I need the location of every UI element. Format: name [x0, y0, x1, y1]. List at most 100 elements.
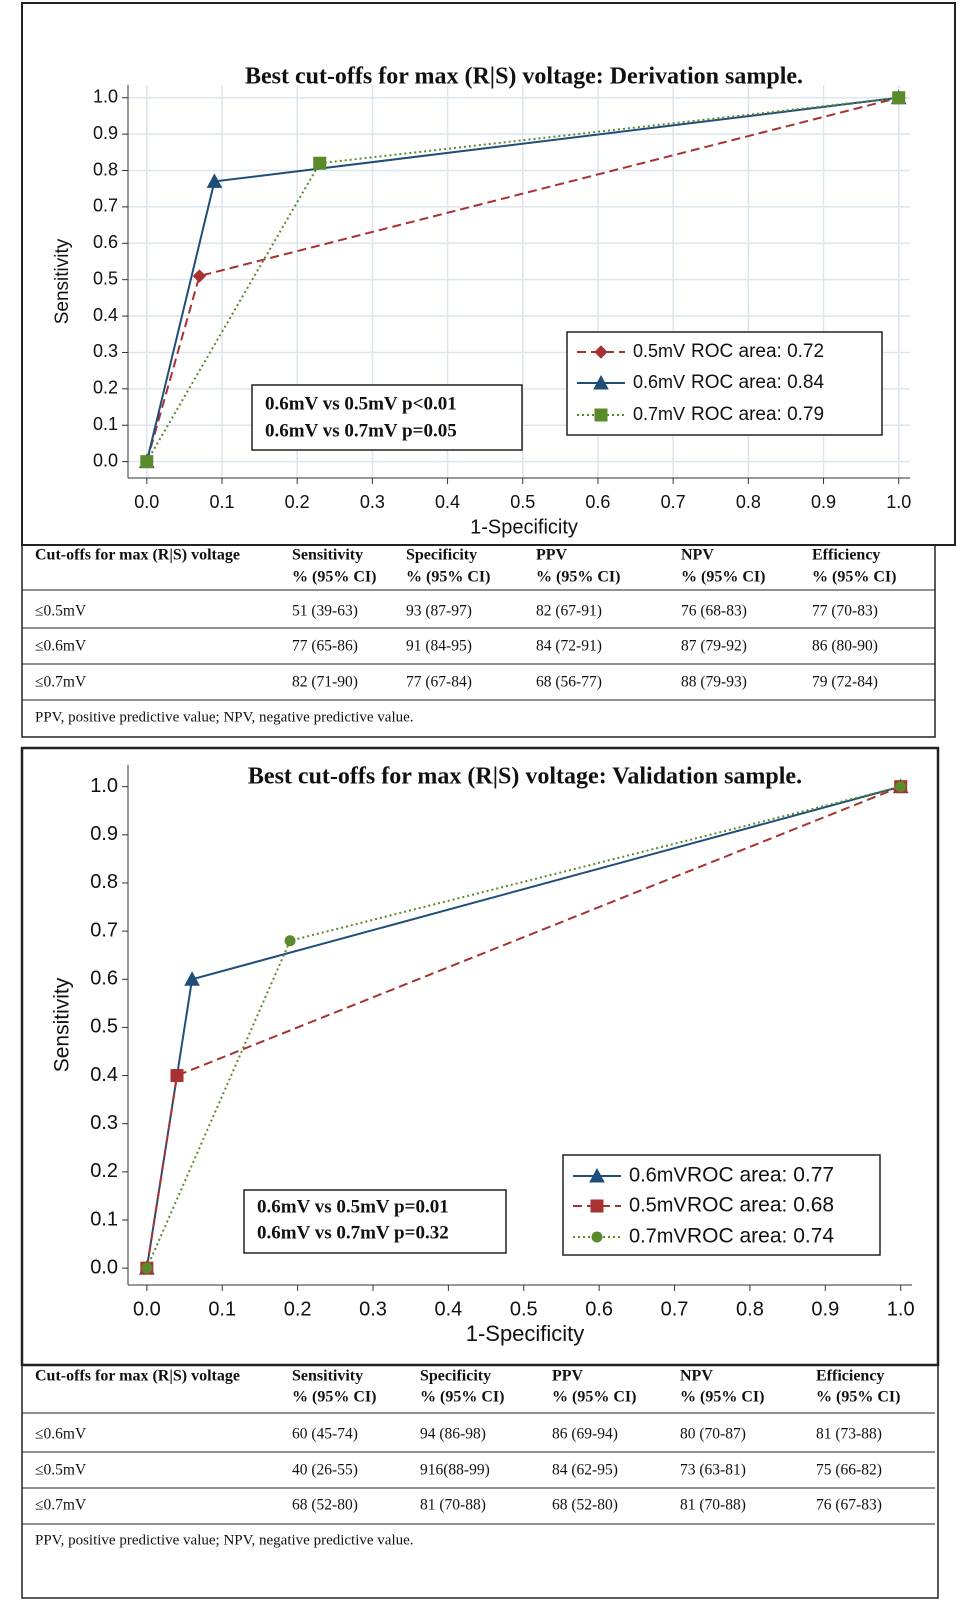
table-cell: 86 (80-90): [812, 638, 878, 655]
x-axis-label: 1-Specificity: [466, 1321, 585, 1346]
legend-name: 0.6mV: [633, 372, 685, 392]
y-tick-label: 0.6: [93, 232, 118, 252]
table-cell: 73 (63-81): [680, 1462, 746, 1479]
table-cell: ≤0.5mV: [35, 603, 87, 620]
x-tick-label: 0.0: [134, 492, 159, 512]
x-tick-label: 0.2: [285, 492, 310, 512]
table-header: Sensitivity: [292, 547, 363, 564]
table-header: Cut-offs for max (R|S) voltage: [35, 547, 240, 564]
table-cell: 60 (45-74): [292, 1426, 358, 1443]
table-header: % (95% CI): [680, 1389, 764, 1406]
y-axis-label: Sensitivity: [52, 238, 73, 324]
table-header: Specificity: [406, 547, 477, 564]
table-cell: 79 (72-84): [812, 674, 878, 691]
marker: [192, 269, 207, 283]
x-tick-label: 0.5: [510, 492, 535, 512]
table-cell: 81 (70-88): [680, 1497, 746, 1514]
table-header: % (95% CI): [816, 1389, 900, 1406]
legend-name: 0.7mV: [633, 404, 685, 424]
table-header: % (95% CI): [536, 569, 620, 586]
table-header: % (95% CI): [681, 569, 765, 586]
legend-label: ROC area: 0.72: [691, 341, 824, 362]
table-cell: 76 (68-83): [681, 603, 747, 620]
y-tick-label: 0.4: [93, 305, 118, 325]
y-tick-label: 0.8: [90, 871, 118, 893]
y-tick-label: 0.7: [90, 919, 118, 941]
table-cell: 68 (52-80): [552, 1497, 618, 1514]
table-cell: 51 (39-63): [292, 603, 358, 620]
series-line: [145, 785, 902, 1269]
legend-name: 0.6mV: [629, 1164, 687, 1186]
table-border: [21, 544, 936, 738]
table-header: % (95% CI): [406, 569, 490, 586]
y-tick-label: 0.9: [93, 123, 118, 143]
y-tick-label: 0.6: [90, 968, 118, 990]
marker: [313, 156, 327, 170]
legend-marker: [589, 1167, 605, 1183]
x-tick-label: 0.5: [510, 1298, 538, 1320]
y-tick-label: 0.1: [93, 414, 118, 434]
x-tick-label: 0.1: [209, 492, 234, 512]
y-tick-label: 0.1: [90, 1208, 118, 1230]
table-header: NPV: [680, 1368, 713, 1385]
y-axis-label: Sensitivity: [51, 977, 74, 1072]
marker: [184, 971, 200, 986]
legend-marker: [590, 1199, 604, 1213]
series-line: [145, 96, 899, 462]
table-footnote: PPV, positive predictive value; NPV, neg…: [35, 709, 414, 725]
marker: [895, 781, 907, 793]
x-tick-label: 0.3: [359, 1298, 387, 1320]
table-header: % (95% CI): [812, 569, 896, 586]
table-cell: 77 (70-83): [812, 603, 878, 620]
table-cell: ≤0.6mV: [35, 638, 87, 655]
table-cell: 68 (52-80): [292, 1497, 358, 1514]
y-tick-label: 1.0: [90, 775, 118, 797]
marker: [892, 91, 906, 105]
table-border: [21, 1364, 939, 1599]
table-cell: 81 (70-88): [420, 1497, 486, 1514]
x-tick-label: 0.7: [661, 492, 686, 512]
table-cell: 88 (79-93): [681, 674, 747, 691]
table-cell: ≤0.7mV: [35, 674, 87, 691]
table-header: Sensitivity: [292, 1368, 363, 1385]
x-tick-label: 0.9: [811, 1298, 839, 1320]
table-cell: 84 (72-91): [536, 638, 602, 655]
table-header: Cut-offs for max (R|S) voltage: [35, 1368, 240, 1385]
table-cell: 93 (87-97): [406, 603, 472, 620]
annotation: 0.6mV vs 0.5mV p=0.01: [257, 1196, 449, 1217]
x-tick-label: 0.8: [736, 1298, 764, 1320]
chart-title: Best cut-offs for max (R|S) voltage: Val…: [248, 764, 802, 790]
annotation: 0.6mV vs 0.7mV p=0.05: [265, 420, 457, 441]
y-tick-label: 0.3: [93, 341, 118, 361]
legend-name: 0.7mV: [629, 1225, 687, 1247]
y-tick-label: 0.7: [93, 196, 118, 216]
legend-label: ROC area: 0.74: [687, 1225, 834, 1248]
annotation-box: [251, 384, 523, 451]
x-tick-label: 0.6: [585, 492, 610, 512]
table-cell: 94 (86-98): [420, 1426, 486, 1443]
chart-title: Best cut-offs for max (R|S) voltage: Der…: [245, 64, 803, 90]
x-axis-label: 1-Specificity: [470, 516, 578, 538]
table-header: PPV: [536, 547, 568, 564]
y-tick-label: 1.0: [93, 86, 118, 106]
table-cell: 81 (73-88): [816, 1426, 882, 1443]
table-cell: 82 (67-91): [536, 603, 602, 620]
table-cell: 77 (65-86): [292, 638, 358, 655]
y-tick-label: 0.4: [90, 1064, 118, 1086]
x-tick-label: 0.2: [284, 1298, 312, 1320]
table-cell: 40 (26-55): [292, 1462, 358, 1479]
x-tick-label: 0.9: [811, 492, 836, 512]
table-cell: 87 (79-92): [681, 638, 747, 655]
y-tick-label: 0.2: [93, 378, 118, 398]
marker: [140, 455, 154, 469]
legend-marker: [593, 374, 609, 390]
x-tick-label: 0.6: [585, 1298, 613, 1320]
x-tick-label: 1.0: [886, 492, 911, 512]
table-cell: 86 (69-94): [552, 1426, 618, 1443]
table-cell: 75 (66-82): [816, 1462, 882, 1479]
table-header: PPV: [552, 1368, 584, 1385]
y-tick-label: 0.0: [90, 1256, 118, 1278]
y-tick-label: 0.2: [90, 1160, 118, 1182]
table-header: % (95% CI): [292, 569, 376, 586]
